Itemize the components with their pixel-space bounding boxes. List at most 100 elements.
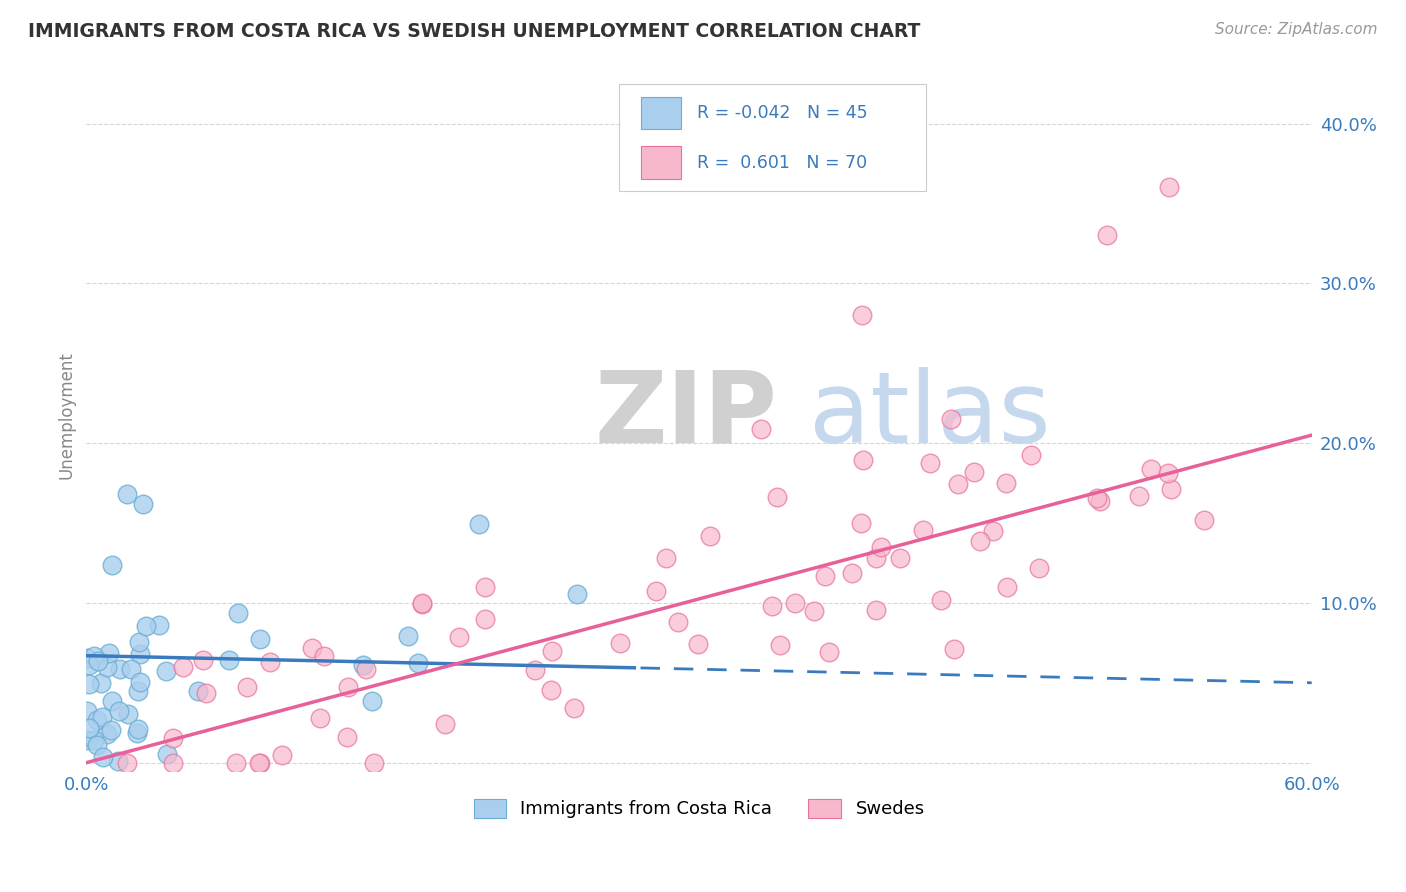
Point xyxy=(433,716,456,731)
Point xyxy=(849,516,872,530)
Point xyxy=(474,612,496,626)
Point xyxy=(127,722,149,736)
Point xyxy=(79,721,101,735)
Point xyxy=(336,680,359,694)
Point xyxy=(83,648,105,663)
Point xyxy=(1128,490,1150,504)
Point xyxy=(841,566,863,581)
Point xyxy=(76,732,98,747)
Point xyxy=(1157,180,1180,194)
Point xyxy=(259,655,281,669)
Point xyxy=(132,497,155,511)
Point xyxy=(336,731,359,745)
Point xyxy=(474,580,496,594)
Point xyxy=(865,603,887,617)
Point xyxy=(117,756,139,770)
Point xyxy=(101,694,124,708)
Point xyxy=(818,645,841,659)
Point xyxy=(96,727,118,741)
Point xyxy=(79,657,101,672)
Point xyxy=(125,726,148,740)
Point xyxy=(110,662,132,676)
Text: Source: ZipAtlas.com: Source: ZipAtlas.com xyxy=(1215,22,1378,37)
Point xyxy=(803,604,825,618)
Point xyxy=(467,517,489,532)
Point xyxy=(749,422,772,436)
Point xyxy=(655,550,678,565)
Point xyxy=(699,529,721,543)
Point xyxy=(541,644,564,658)
Point xyxy=(101,558,124,573)
Point xyxy=(1097,228,1119,243)
Point xyxy=(195,685,218,699)
Point xyxy=(408,656,430,670)
Point xyxy=(314,649,336,664)
Point xyxy=(920,456,942,470)
Point xyxy=(117,707,139,722)
Point xyxy=(1160,482,1182,496)
Point xyxy=(120,662,142,676)
Point xyxy=(360,694,382,708)
Point xyxy=(352,657,374,672)
Point xyxy=(90,710,112,724)
Point xyxy=(1085,491,1108,505)
Point xyxy=(865,550,887,565)
Point xyxy=(226,607,249,621)
Point xyxy=(270,748,292,763)
Point xyxy=(162,731,184,746)
Point xyxy=(783,596,806,610)
Point xyxy=(155,664,177,678)
Point xyxy=(540,683,562,698)
Point xyxy=(1019,449,1042,463)
Point xyxy=(191,653,214,667)
Point xyxy=(148,618,170,632)
Point xyxy=(769,638,792,652)
Point xyxy=(218,653,240,667)
Point xyxy=(83,732,105,747)
Point xyxy=(1139,462,1161,476)
Y-axis label: Unemployment: Unemployment xyxy=(58,351,75,479)
Point xyxy=(524,663,547,677)
Point xyxy=(91,750,114,764)
Point xyxy=(108,704,131,718)
Point xyxy=(354,662,377,676)
Point xyxy=(565,586,588,600)
Point xyxy=(156,747,179,761)
Point xyxy=(107,754,129,768)
Point xyxy=(128,648,150,662)
Point xyxy=(969,533,991,548)
Point xyxy=(127,684,149,698)
Point xyxy=(1088,494,1111,508)
Point xyxy=(187,684,209,698)
Point xyxy=(100,723,122,737)
Point xyxy=(309,711,332,725)
Point xyxy=(995,476,1018,491)
Point xyxy=(90,675,112,690)
Point xyxy=(1157,466,1180,480)
Point xyxy=(396,629,419,643)
Point xyxy=(686,637,709,651)
Point xyxy=(814,569,837,583)
Point xyxy=(981,524,1004,538)
Point xyxy=(447,630,470,644)
Point xyxy=(1028,561,1050,575)
Point xyxy=(941,412,963,426)
Point xyxy=(851,453,873,467)
Point xyxy=(609,636,631,650)
Point xyxy=(86,714,108,728)
Point xyxy=(911,523,934,537)
FancyBboxPatch shape xyxy=(641,146,681,179)
Point xyxy=(666,615,689,629)
Text: IMMIGRANTS FROM COSTA RICA VS SWEDISH UNEMPLOYMENT CORRELATION CHART: IMMIGRANTS FROM COSTA RICA VS SWEDISH UN… xyxy=(28,22,921,41)
Point xyxy=(948,477,970,491)
Point xyxy=(249,632,271,646)
Point xyxy=(766,490,789,504)
Point xyxy=(135,618,157,632)
Point xyxy=(869,540,891,554)
Text: ZIP: ZIP xyxy=(595,367,778,464)
Point xyxy=(1194,513,1216,527)
Point xyxy=(76,650,98,665)
Point xyxy=(87,654,110,668)
Point xyxy=(98,647,121,661)
FancyBboxPatch shape xyxy=(620,85,925,191)
